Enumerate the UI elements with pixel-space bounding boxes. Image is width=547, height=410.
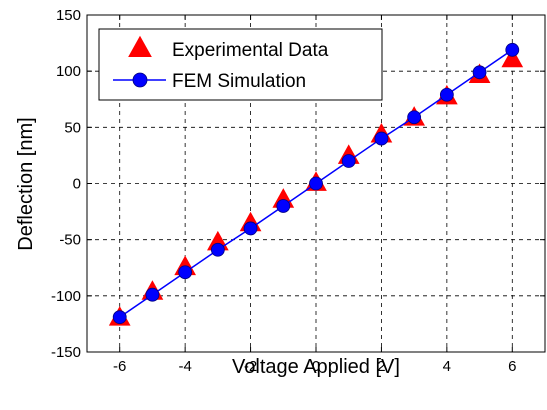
data-point-circle bbox=[439, 87, 454, 102]
x-tick-label: 4 bbox=[443, 358, 451, 375]
y-tick-label: 50 bbox=[64, 119, 81, 136]
data-point-circle bbox=[505, 42, 520, 57]
plot-area bbox=[108, 42, 524, 326]
y-tick-label: 150 bbox=[56, 7, 81, 24]
data-point-circle bbox=[407, 110, 422, 125]
data-point-circle bbox=[210, 242, 225, 257]
y-axis-label: Deflection [nm] bbox=[15, 117, 37, 250]
legend-entry-experimental-data: Experimental Data bbox=[128, 35, 329, 61]
legend-label: FEM Simulation bbox=[172, 71, 306, 92]
data-point-circle bbox=[374, 131, 389, 146]
data-point-triangle bbox=[501, 47, 524, 68]
axis-ticks bbox=[87, 14, 545, 353]
x-tick-label: 2 bbox=[377, 358, 385, 375]
data-point-circle bbox=[309, 176, 323, 191]
data-point-circle bbox=[341, 154, 356, 168]
data-point-circle bbox=[472, 65, 487, 80]
y-tick-label: -150 bbox=[51, 344, 81, 361]
data-point-circle bbox=[178, 265, 193, 280]
legend-box bbox=[98, 28, 383, 101]
x-tick-label: -4 bbox=[178, 358, 191, 375]
y-tick-label: -100 bbox=[51, 288, 81, 305]
tick-labels: -6 -4 -2 0 2 4 6 -150 -100 -50 0 50 100 150 bbox=[51, 7, 516, 375]
data-point-circle bbox=[145, 287, 160, 302]
legend-marker-circle bbox=[132, 72, 148, 88]
y-tick-label: -50 bbox=[59, 232, 81, 249]
y-tick-label: 0 bbox=[73, 176, 81, 193]
data-point-circle bbox=[276, 199, 291, 213]
legend-label: Experimental Data bbox=[172, 40, 329, 61]
y-tick-label: 100 bbox=[56, 63, 81, 80]
legend-entry-fem-simulation: FEM Simulation bbox=[113, 71, 306, 92]
data-point-circle bbox=[243, 221, 258, 236]
legend: Experimental Data FEM Simulation bbox=[98, 28, 383, 101]
data-point-circle bbox=[112, 310, 127, 325]
legend-marker-triangle bbox=[128, 35, 152, 58]
x-tick-label: -6 bbox=[113, 358, 126, 375]
x-tick-label: 6 bbox=[508, 358, 516, 375]
x-tick-label: 0 bbox=[312, 358, 320, 375]
x-tick-label: -2 bbox=[244, 358, 257, 375]
x-axis-label: Voltage Applied [V] bbox=[232, 356, 400, 378]
series-fem-simulation bbox=[112, 42, 520, 325]
